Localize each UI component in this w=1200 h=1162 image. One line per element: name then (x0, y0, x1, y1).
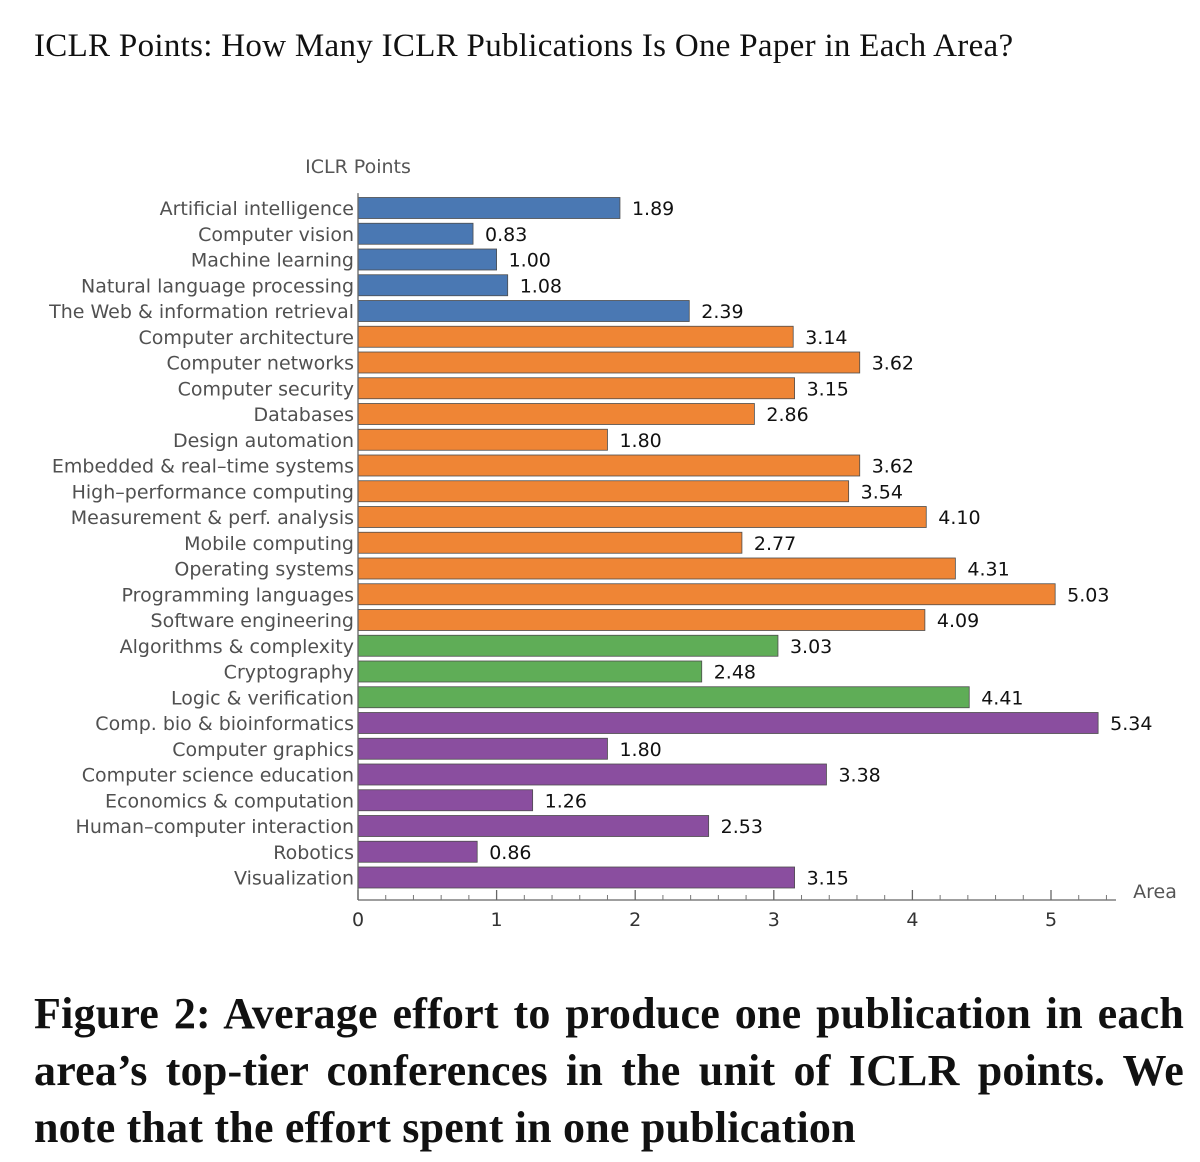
category-label: Mobile computing (184, 533, 354, 555)
category-label: Computer networks (166, 353, 354, 375)
bar (357, 866, 795, 889)
bar (357, 763, 827, 786)
bar (357, 454, 861, 477)
value-label: 2.86 (766, 404, 808, 426)
bar (357, 506, 927, 528)
figure-title: ICLR Points: How Many ICLR Publications … (34, 28, 1014, 64)
category-label: Comp. bio & bioinformatics (95, 713, 354, 735)
bar (357, 686, 970, 709)
value-label: 4.31 (967, 559, 1009, 581)
x-tick-label: 2 (629, 909, 641, 931)
value-label: 2.48 (714, 662, 756, 684)
bar (357, 789, 534, 812)
figure-caption: Figure 2: Average effort to produce one … (34, 989, 1184, 1152)
bar-chart: ICLR Points Artificial intelligence 1.89 Co… (48, 156, 1177, 931)
category-label: Economics & computation (105, 790, 354, 812)
value-label: 2.39 (701, 301, 743, 323)
value-label: 4.10 (938, 507, 980, 529)
category-label: Operating systems (174, 559, 354, 581)
value-label: 3.03 (790, 636, 832, 658)
bar (357, 660, 703, 683)
bar (357, 222, 474, 245)
bar (357, 840, 478, 863)
value-label: 3.15 (807, 868, 849, 890)
x-axis-title: Area (1133, 881, 1177, 903)
category-label: Measurement & perf. analysis (71, 507, 354, 529)
category-label: Programming languages (122, 584, 354, 606)
bar (357, 737, 608, 760)
category-label: Computer graphics (172, 739, 354, 761)
category-label: The Web & information retrieval (48, 301, 354, 323)
category-label: Algorithms & complexity (120, 636, 354, 658)
bar (357, 377, 795, 400)
bar (357, 248, 498, 271)
x-tick-label: 3 (768, 909, 780, 931)
category-label: Software engineering (151, 610, 354, 632)
value-label: 0.86 (489, 842, 531, 864)
category-label: Computer security (178, 378, 354, 400)
bar (357, 531, 743, 554)
value-label: 3.62 (872, 353, 914, 375)
category-label: Robotics (273, 842, 354, 864)
bar (357, 428, 608, 451)
bar (357, 325, 794, 348)
value-label: 3.54 (861, 481, 903, 503)
value-label: 3.62 (872, 456, 914, 478)
category-label: Computer vision (198, 224, 354, 246)
bar (357, 403, 755, 425)
category-label: Natural language processing (81, 275, 354, 297)
bar (357, 815, 710, 837)
value-label: 1.08 (520, 275, 562, 297)
bar (357, 300, 690, 322)
bar (357, 480, 850, 503)
x-tick-label: 1 (491, 909, 503, 931)
category-label: Visualization (234, 868, 354, 890)
bar (357, 609, 926, 631)
value-label: 0.83 (485, 224, 527, 246)
x-tick-label: 0 (352, 909, 364, 931)
value-label: 2.53 (721, 816, 763, 838)
category-label: High–performance computing (72, 481, 354, 503)
value-label: 1.26 (545, 790, 587, 812)
value-label: 2.77 (754, 533, 796, 555)
category-label: Cryptography (224, 662, 354, 684)
category-label: Computer architecture (139, 327, 354, 349)
category-label: Design automation (173, 430, 354, 452)
category-label: Artificial intelligence (160, 198, 354, 220)
bar (357, 634, 779, 657)
value-label: 4.41 (981, 687, 1023, 709)
value-label: 3.38 (838, 765, 880, 787)
value-label: 1.80 (619, 739, 661, 761)
value-label: 5.03 (1067, 584, 1109, 606)
bar (357, 557, 956, 580)
category-label: Computer science education (82, 765, 354, 787)
x-tick-label: 5 (1045, 909, 1057, 931)
bar (357, 583, 1056, 606)
bar (357, 351, 861, 374)
bar (357, 197, 621, 219)
value-label: 1.89 (632, 198, 674, 220)
category-label: Logic & verification (171, 687, 354, 709)
value-label: 3.14 (805, 327, 847, 349)
bar (357, 274, 509, 297)
category-label: Human–computer interaction (76, 816, 354, 838)
category-label: Machine learning (191, 250, 354, 272)
category-label: Databases (253, 404, 354, 426)
value-label: 5.34 (1110, 713, 1152, 735)
x-tick-label: 4 (906, 909, 918, 931)
value-label: 1.00 (509, 250, 551, 272)
bar (357, 712, 1099, 734)
value-label: 3.15 (807, 378, 849, 400)
category-label: Embedded & real–time systems (52, 456, 354, 478)
value-label: 4.09 (937, 610, 979, 632)
y-axis-title: ICLR Points (305, 156, 411, 178)
value-label: 1.80 (619, 430, 661, 452)
